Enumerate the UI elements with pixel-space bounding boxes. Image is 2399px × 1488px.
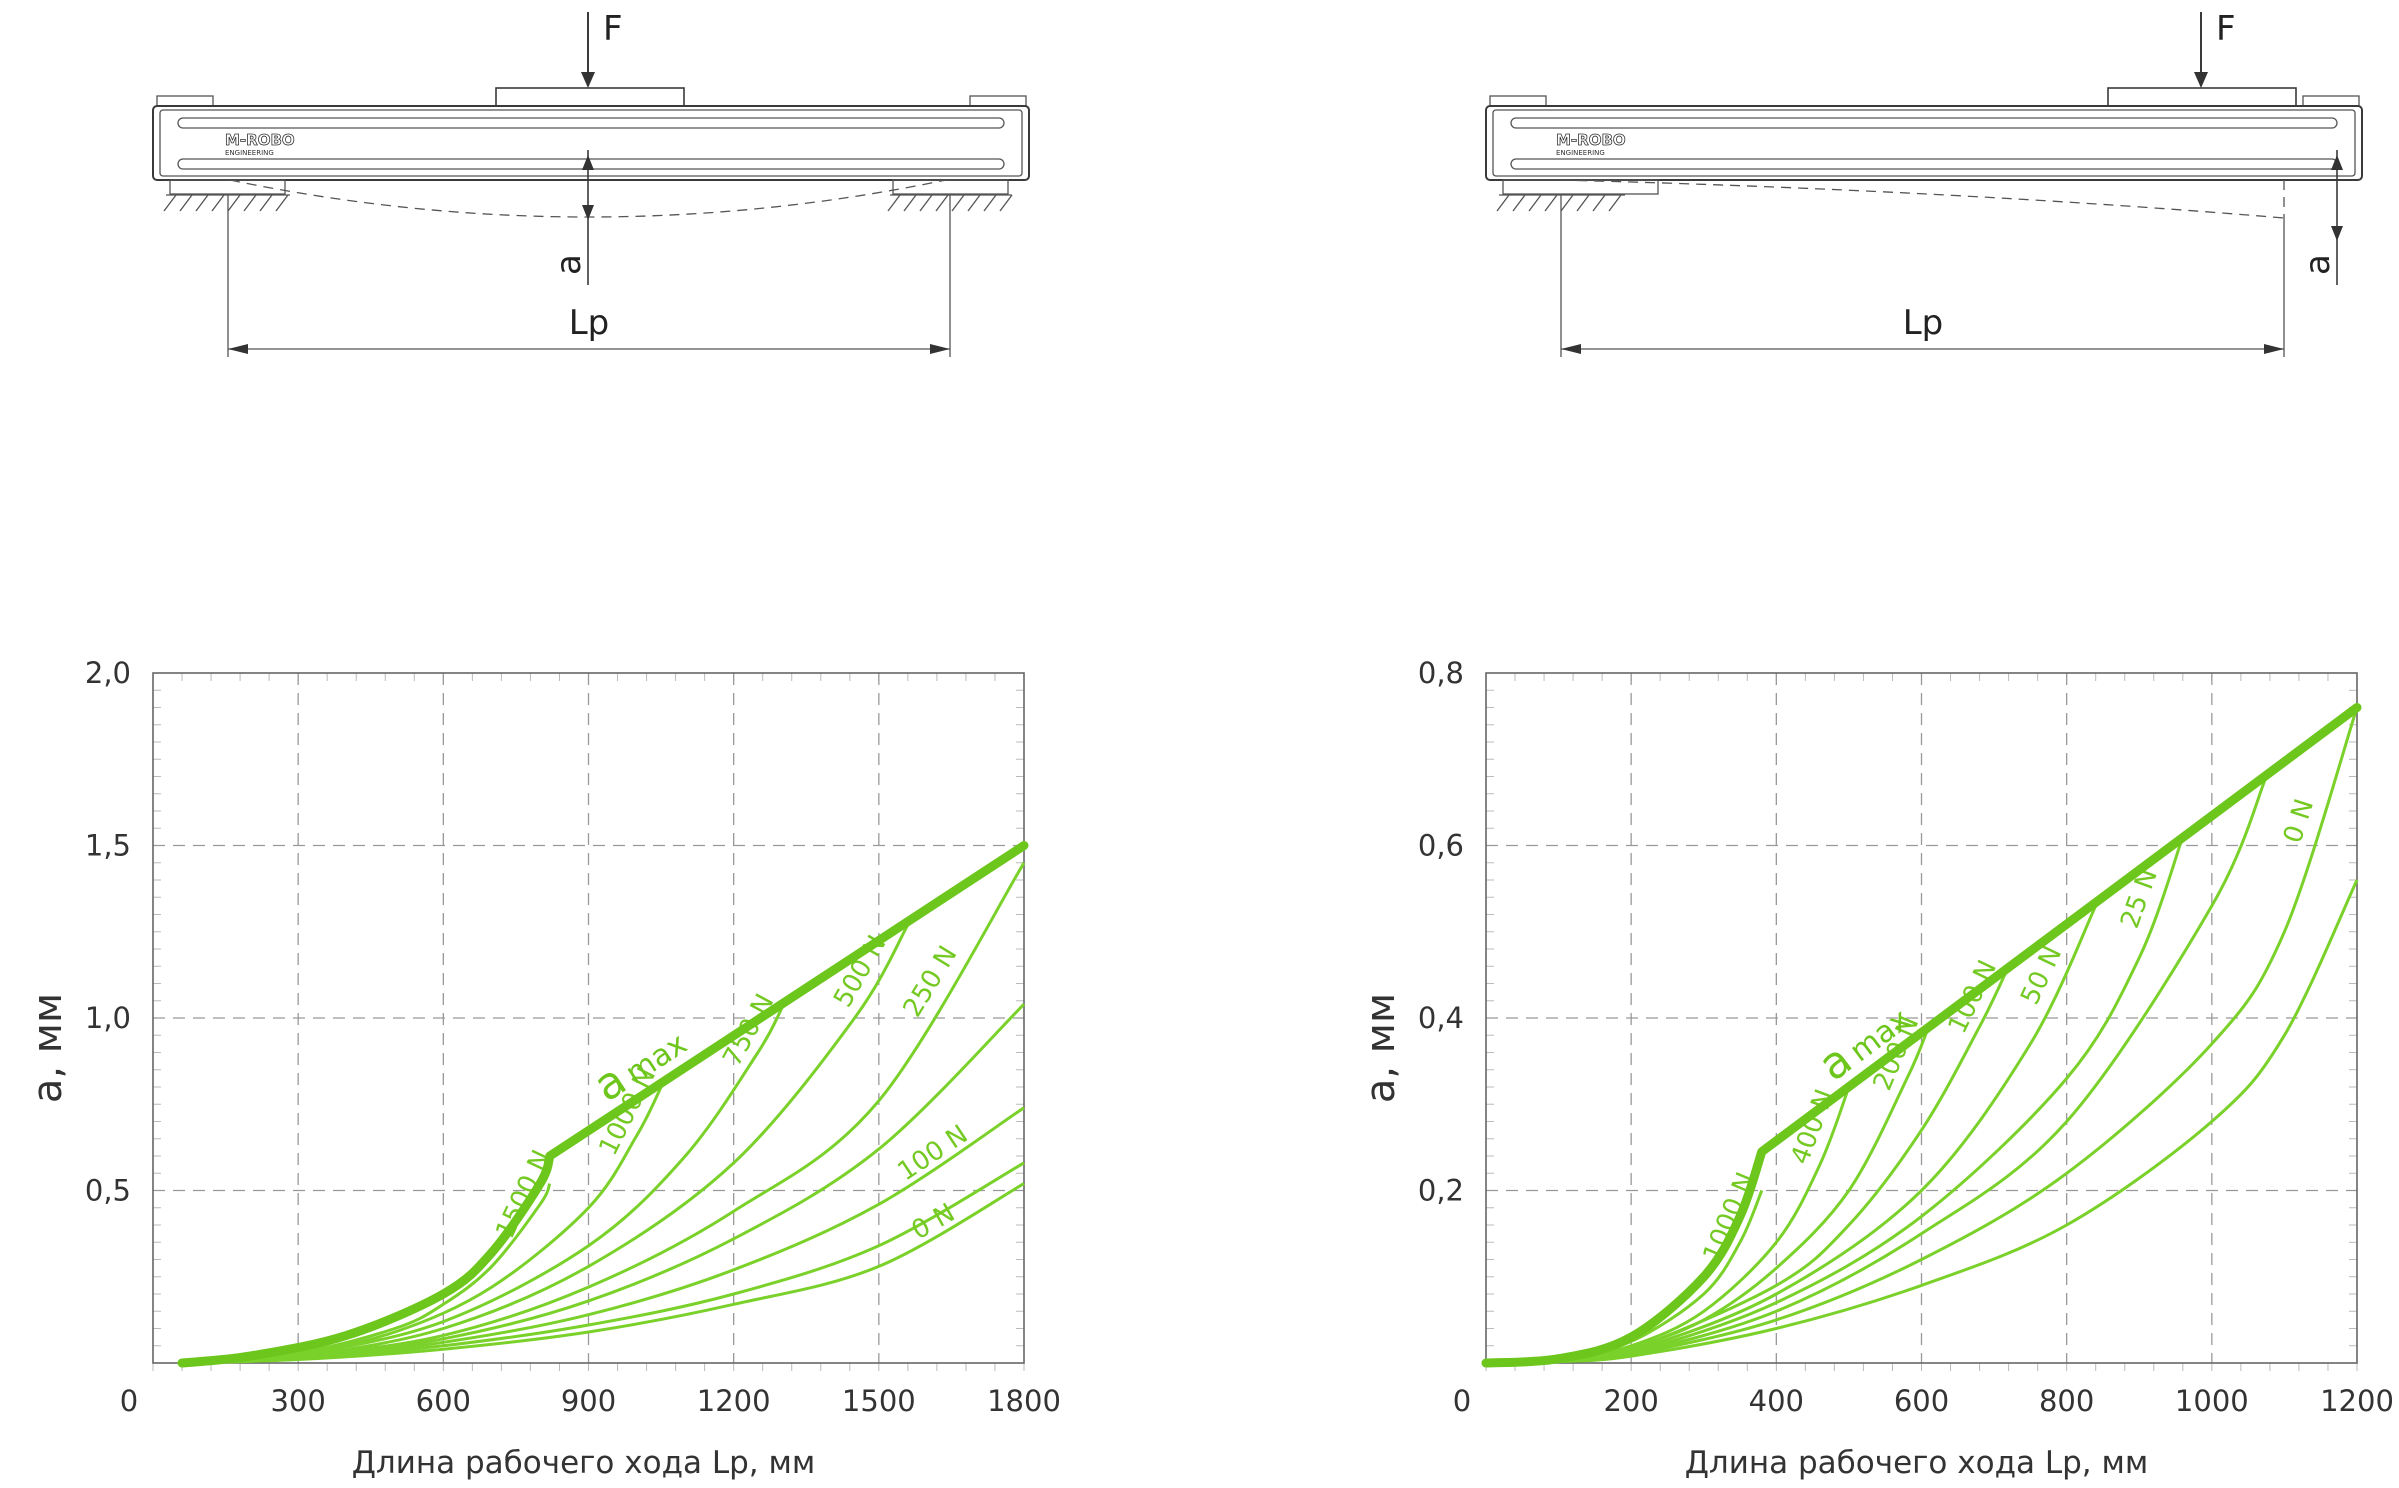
span-arrowhead-right (930, 344, 950, 354)
logo-text: M-ROBO (225, 131, 295, 149)
x-axis-label: Длина рабочего хода Lp, мм (352, 1445, 816, 1481)
beam-diagram-simple-support: M-ROBO ENGINEERING F a Lp (152, 9, 1030, 357)
belt-bottom (1510, 158, 2338, 170)
support-left (169, 179, 286, 195)
y-tick-label: 0,6 (1418, 829, 1464, 863)
x-tick-label: 0 (1453, 1384, 1471, 1418)
x-tick-label: 600 (416, 1384, 471, 1418)
y-tick-label: 2,0 (85, 656, 131, 690)
actuator-body-inner (159, 109, 1023, 177)
series-line-250-n (181, 862, 1026, 1365)
deflection-arrowhead-top (582, 155, 594, 170)
y-axis-label: a, мм (25, 993, 71, 1103)
series-line-0-n (181, 1182, 1025, 1365)
force-label: F (603, 9, 623, 49)
belt-bottom (177, 158, 1005, 170)
x-tick-label: 600 (1894, 1384, 1949, 1418)
force-label: F (2216, 9, 2236, 49)
span-arrowhead-left (1561, 344, 1581, 354)
series-line-unlabeled-8 (1485, 879, 2359, 1365)
carriage (2107, 87, 2297, 107)
series-label-250-n: 250 N (898, 941, 964, 1023)
x-tick-label: 200 (1603, 1384, 1658, 1418)
y-tick-label: 1,5 (85, 829, 131, 863)
logo-text: M-ROBO (1556, 131, 1626, 149)
x-tick-label: 0 (120, 1384, 138, 1418)
belt-top (177, 117, 1005, 129)
envelope-line-a-max (177, 841, 1029, 1368)
envelope-line-a-max (1481, 703, 2362, 1368)
x-tick-label: 1200 (2320, 1384, 2394, 1418)
series-line-750-n (181, 1006, 784, 1365)
end-cap-left (1489, 95, 1547, 107)
span-label: Lp (569, 303, 610, 343)
actuator-body-inner (1492, 109, 2356, 177)
deflection-label: a (549, 254, 589, 275)
plot-frame (1485, 672, 2358, 1364)
carriage (495, 87, 685, 107)
y-tick-label: 0,5 (85, 1174, 131, 1208)
end-cap-left (156, 95, 214, 107)
x-tick-label: 400 (1749, 1384, 1804, 1418)
deflection-chart-cantilever: 0 200 400 600 800 1000 1200 0,2 0,4 0,6 0,8 Длина р… (1358, 656, 2394, 1481)
ground-hatch-left (163, 194, 290, 212)
deflection-arrowhead-top (2331, 155, 2343, 170)
series-line-1500-n (181, 1182, 552, 1365)
support-right (892, 179, 1009, 195)
deflection-line (1559, 179, 2285, 219)
force-arrowhead (2194, 72, 2208, 88)
span-arrowhead-left (228, 344, 248, 354)
ground-hatch (1496, 194, 1625, 212)
y-tick-label: 1,0 (85, 1001, 131, 1035)
y-tick-label: 0,8 (1418, 656, 1464, 690)
x-tick-label: 1800 (987, 1384, 1061, 1418)
force-arrowhead (581, 72, 595, 88)
span-arrowhead-right (2264, 344, 2284, 354)
plot-frame (152, 672, 1025, 1364)
deflection-label: a (2298, 254, 2338, 275)
deflection-arrowhead-bottom (582, 205, 594, 220)
y-tick-label: 0,2 (1418, 1174, 1464, 1208)
end-cap-right (969, 95, 1027, 107)
y-axis-label: a, мм (1358, 993, 1404, 1103)
x-tick-label: 900 (561, 1384, 616, 1418)
span-label: Lp (1903, 303, 1944, 343)
series-label-100-n: 100 N (892, 1119, 973, 1187)
x-tick-label: 1000 (2175, 1384, 2249, 1418)
series-line-1000-n (181, 1086, 663, 1365)
ground-hatch-right (887, 194, 1013, 212)
logo-subtext: ENGINEERING (225, 149, 274, 157)
actuator-body (1485, 105, 2363, 181)
x-tick-label: 800 (2039, 1384, 2094, 1418)
x-tick-label: 1500 (842, 1384, 916, 1418)
major-grid (153, 673, 1024, 1363)
end-cap-right (2302, 95, 2360, 107)
y-tick-label: 0,4 (1418, 1001, 1464, 1035)
deflection-arrowhead-bottom (2331, 226, 2343, 241)
beam-diagram-cantilever: M-ROBO ENGINEERING F a Lp (1485, 9, 2363, 357)
x-tick-label: 300 (270, 1384, 325, 1418)
series-label-0-n: 0 N (2278, 795, 2320, 846)
deflection-chart-simple-support: 0 300 600 900 1200 1500 1800 0,5 1,0 1,5 2,0 Длина … (25, 656, 1061, 1481)
major-grid (1486, 673, 2357, 1363)
belt-top (1510, 117, 2338, 129)
actuator-body (152, 105, 1030, 181)
logo-subtext: ENGINEERING (1556, 149, 1605, 157)
x-tick-label: 1200 (697, 1384, 771, 1418)
x-axis-label: Длина рабочего хода Lp, мм (1685, 1445, 2149, 1481)
